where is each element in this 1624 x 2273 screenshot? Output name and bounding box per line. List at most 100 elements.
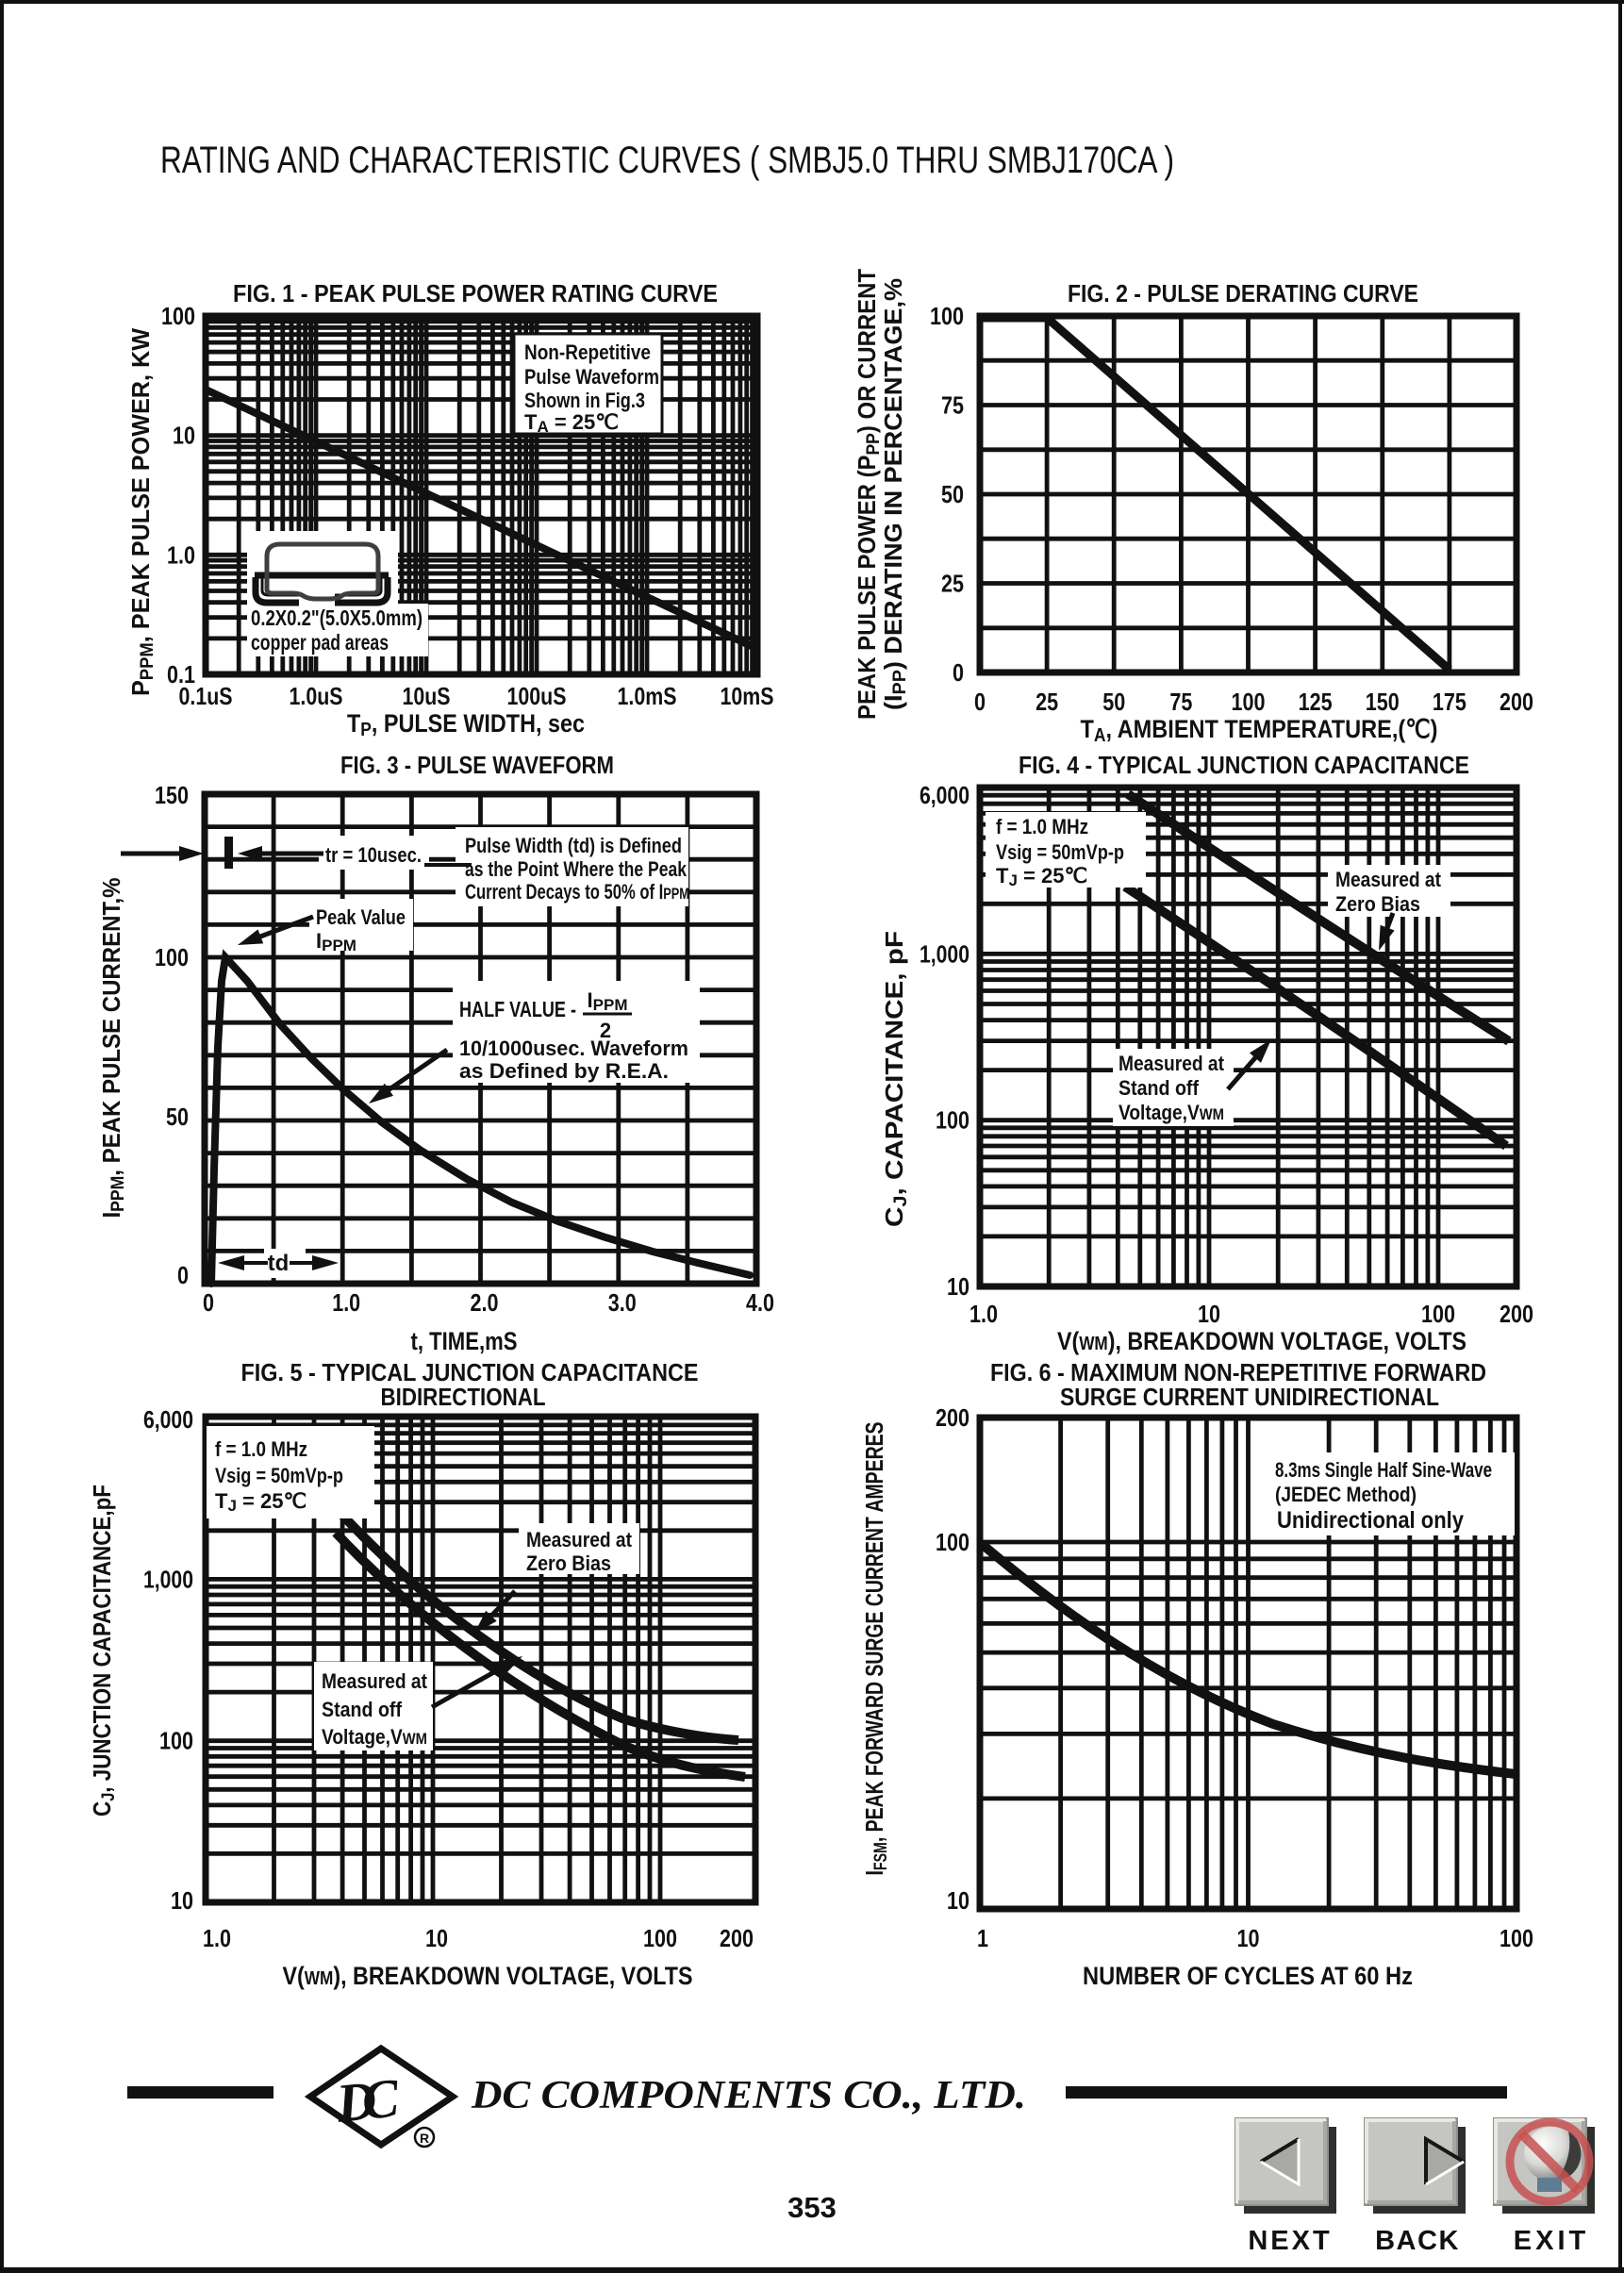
svg-text:IPPM: IPPM <box>316 929 356 954</box>
svg-text:100: 100 <box>1421 1300 1455 1328</box>
svg-text:Current Decays to 50% of IPPM: Current Decays to 50% of IPPM <box>465 880 689 904</box>
svg-text:10: 10 <box>1237 1924 1260 1952</box>
svg-text:Pulse Width (td) is Defined: Pulse Width (td) is Defined <box>465 834 682 857</box>
svg-text:PEAK PULSE POWER (PPP) OR CURR: PEAK PULSE POWER (PPP) OR CURRENT <box>853 269 884 720</box>
svg-text:2: 2 <box>600 1019 611 1042</box>
svg-text:FIG. 3 - PULSE WAVEFORM: FIG. 3 - PULSE WAVEFORM <box>340 751 614 779</box>
svg-text:copper pad areas: copper pad areas <box>251 630 389 655</box>
svg-text:FIG. 1 - PEAK PULSE POWER RATI: FIG. 1 - PEAK PULSE POWER RATING CURVE <box>233 279 718 307</box>
svg-text:Measured at: Measured at <box>1335 868 1442 891</box>
svg-text:V(WM), BREAKDOWN VOLTAGE, VOLT: V(WM), BREAKDOWN VOLTAGE, VOLTS <box>283 1962 693 1990</box>
svg-text:BACK: BACK <box>1375 2226 1460 2256</box>
svg-text:Stand off: Stand off <box>1119 1076 1200 1100</box>
svg-text:PPPM, PEAK PULSE POWER, KW: PPPM, PEAK PULSE POWER, KW <box>126 328 157 696</box>
svg-text:FIG. 4 - TYPICAL JUNCTION CAPA: FIG. 4 - TYPICAL JUNCTION CAPACITANCE <box>1019 751 1469 779</box>
svg-text:75: 75 <box>941 391 964 420</box>
svg-text:(IPP) DERATING IN PERCENTAGE,%: (IPP) DERATING IN PERCENTAGE,% <box>879 278 910 710</box>
svg-text:10: 10 <box>173 422 195 450</box>
svg-text:10: 10 <box>425 1924 448 1952</box>
svg-text:FIG. 6 - MAXIMUM NON-REPETITIV: FIG. 6 - MAXIMUM NON-REPETITIVE FORWARD <box>990 1358 1486 1386</box>
svg-text:100: 100 <box>936 1106 969 1135</box>
svg-text:NUMBER OF CYCLES AT 60 Hz: NUMBER OF CYCLES AT 60 Hz <box>1083 1962 1413 1990</box>
svg-text:25: 25 <box>1036 688 1058 716</box>
svg-text:TA, AMBIENT TEMPERATURE,(℃): TA, AMBIENT TEMPERATURE,(℃) <box>1081 715 1438 746</box>
svg-text:R: R <box>420 2131 429 2146</box>
svg-text:1,000: 1,000 <box>143 1566 193 1594</box>
svg-text:1.0: 1.0 <box>969 1300 998 1328</box>
svg-text:175: 175 <box>1433 688 1467 716</box>
svg-text:Unidirectional only: Unidirectional only <box>1277 1507 1464 1534</box>
svg-text:200: 200 <box>936 1403 969 1432</box>
svg-text:100: 100 <box>1500 1924 1533 1952</box>
svg-text:as the Point Where the Peak: as the Point Where the Peak <box>465 857 688 881</box>
svg-text:FIG. 5 - TYPICAL JUNCTION CAPA: FIG. 5 - TYPICAL JUNCTION CAPACITANCE <box>241 1358 699 1386</box>
svg-text:25: 25 <box>941 570 964 598</box>
svg-text:1,000: 1,000 <box>920 939 969 968</box>
svg-text:RATING AND CHARACTERISTIC CURV: RATING AND CHARACTERISTIC CURVES ( SMBJ5… <box>160 140 1174 181</box>
svg-text:50: 50 <box>166 1103 189 1131</box>
svg-text:EXIT: EXIT <box>1514 2226 1589 2256</box>
svg-text:1.0mS: 1.0mS <box>618 682 677 710</box>
svg-text:Zero Bias: Zero Bias <box>1335 892 1420 916</box>
svg-text:75: 75 <box>1169 688 1192 716</box>
svg-text:6,000: 6,000 <box>920 781 969 809</box>
svg-text:200: 200 <box>1500 688 1533 716</box>
svg-text:1.0: 1.0 <box>203 1924 231 1952</box>
svg-text:10: 10 <box>171 1886 193 1915</box>
svg-text:0: 0 <box>177 1261 189 1289</box>
svg-text:tr = 10usec.: tr = 10usec. <box>325 843 422 867</box>
svg-text:50: 50 <box>1102 688 1125 716</box>
svg-text:Voltage,VWM: Voltage,VWM <box>322 1725 427 1749</box>
svg-text:Measured at: Measured at <box>322 1669 428 1693</box>
svg-text:100: 100 <box>1232 688 1266 716</box>
svg-text:1.0uS: 1.0uS <box>290 682 343 710</box>
svg-text:CJ, CAPACITANCE, pF: CJ, CAPACITANCE, pF <box>880 931 911 1227</box>
svg-text:NEXT: NEXT <box>1248 2226 1332 2256</box>
svg-text:2.0: 2.0 <box>471 1288 499 1317</box>
svg-text:0: 0 <box>974 688 986 716</box>
svg-text:10: 10 <box>1198 1300 1220 1328</box>
svg-text:Non-Repetitive: Non-Repetitive <box>524 340 651 364</box>
svg-text:Stand off: Stand off <box>322 1698 403 1721</box>
svg-text:Measured at: Measured at <box>526 1528 633 1551</box>
svg-text:10mS: 10mS <box>721 682 774 710</box>
svg-text:10/1000usec. Waveform: 10/1000usec. Waveform <box>459 1037 688 1060</box>
svg-text:0.1: 0.1 <box>167 660 195 689</box>
svg-text:200: 200 <box>1500 1300 1533 1328</box>
svg-text:IFSM, PEAK FORWARD SURGE CURRE: IFSM, PEAK FORWARD SURGE CURRENT AMPERES <box>860 1422 891 1876</box>
svg-text:CJ, JUNCTION CAPACITANCE,pF: CJ, JUNCTION CAPACITANCE,pF <box>88 1485 119 1817</box>
svg-text:V(WM), BREAKDOWN VOLTAGE, VOLT: V(WM), BREAKDOWN VOLTAGE, VOLTS <box>1057 1327 1467 1355</box>
svg-text:100: 100 <box>161 302 195 330</box>
svg-text:Peak Value: Peak Value <box>316 905 406 929</box>
svg-text:6,000: 6,000 <box>143 1405 193 1434</box>
svg-text:SURGE CURRENT UNIDIRECTIONAL: SURGE CURRENT UNIDIRECTIONAL <box>1060 1383 1439 1411</box>
svg-text:TA = 25℃: TA = 25℃ <box>524 410 619 436</box>
svg-text:353: 353 <box>787 2191 837 2224</box>
svg-text:0.2X0.2"(5.0X5.0mm): 0.2X0.2"(5.0X5.0mm) <box>251 606 423 630</box>
svg-text:150: 150 <box>155 781 189 809</box>
svg-text:100: 100 <box>930 302 964 330</box>
svg-text:100: 100 <box>936 1528 969 1556</box>
svg-text:4.0: 4.0 <box>746 1288 774 1317</box>
svg-text:0.1uS: 0.1uS <box>179 682 233 710</box>
svg-text:Vsig = 50mVp-p: Vsig = 50mVp-p <box>996 840 1124 864</box>
svg-text:DC COMPONENTS CO., LTD.: DC COMPONENTS CO., LTD. <box>471 2074 1026 2117</box>
svg-text:0: 0 <box>953 658 964 687</box>
svg-text:td: td <box>268 1251 290 1276</box>
svg-text:1.0: 1.0 <box>167 540 195 569</box>
svg-text:100: 100 <box>155 943 189 971</box>
svg-text:125: 125 <box>1299 688 1333 716</box>
svg-text:3.0: 3.0 <box>608 1288 637 1317</box>
svg-text:TP, PULSE WIDTH, sec: TP, PULSE WIDTH, sec <box>347 709 585 740</box>
svg-text:100: 100 <box>159 1727 193 1755</box>
svg-text:1: 1 <box>977 1924 988 1952</box>
svg-text:BIDIRECTIONAL: BIDIRECTIONAL <box>381 1383 546 1411</box>
svg-text:Measured at: Measured at <box>1119 1052 1225 1075</box>
svg-text:f = 1.0 MHz: f = 1.0 MHz <box>215 1437 307 1461</box>
svg-text:Vsig = 50mVp-p: Vsig = 50mVp-p <box>215 1464 343 1487</box>
svg-text:IPPM, PEAK PULSE CURRENT,%: IPPM, PEAK PULSE CURRENT,% <box>97 878 128 1219</box>
svg-text:t, TIME,mS: t, TIME,mS <box>411 1327 518 1355</box>
svg-text:100: 100 <box>643 1924 677 1952</box>
svg-text:8.3ms Single Half Sine-Wave: 8.3ms Single Half Sine-Wave <box>1275 1458 1492 1482</box>
svg-text:0: 0 <box>203 1288 214 1317</box>
